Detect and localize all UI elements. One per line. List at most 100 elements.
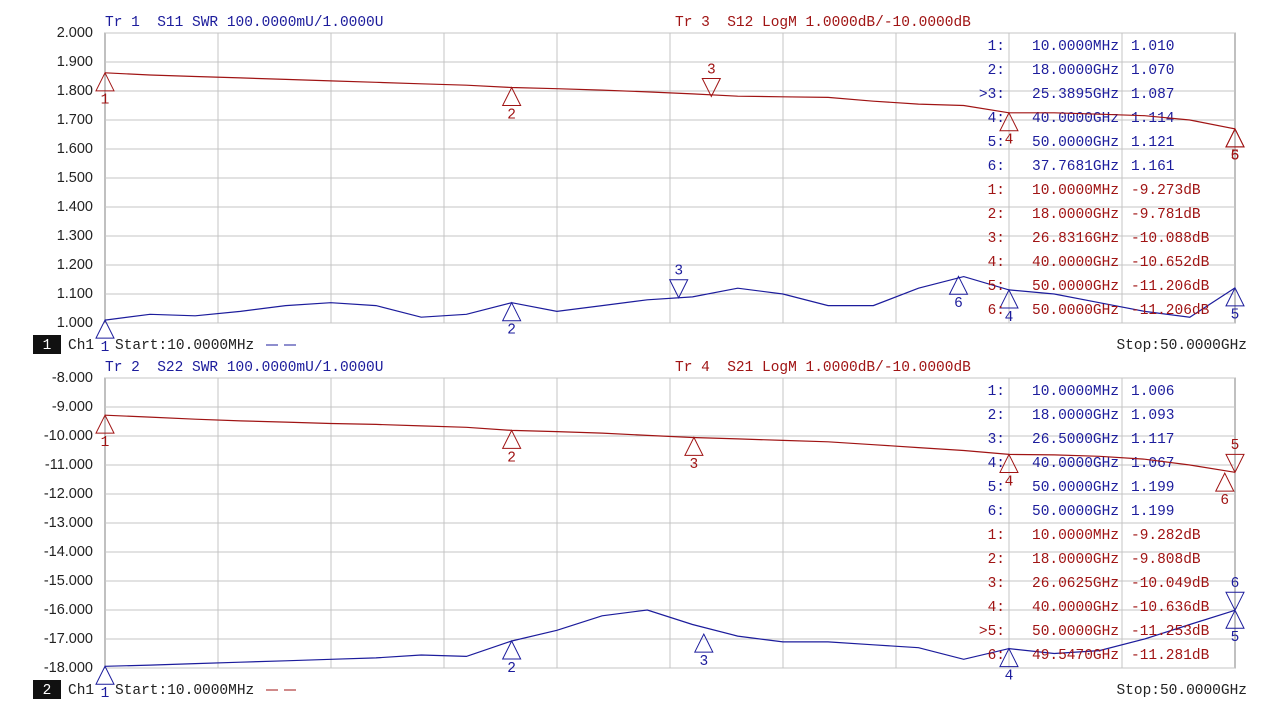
trace-header: Tr 1 S11 SWR 100.0000mU/1.0000U (105, 15, 383, 31)
marker-triangle (668, 279, 689, 299)
trace-header: Tr 2 S22 SWR 100.0000mU/1.0000U (105, 360, 383, 376)
y-tick-label: 1.500 (57, 170, 93, 186)
marker-id: 4 (1005, 310, 1014, 326)
marker-value: -10.088dB (1131, 231, 1210, 247)
marker-frequency: 26.0625GHz (1032, 576, 1119, 592)
marker-id: 6 (1231, 149, 1240, 165)
marker-value: -11.206dB (1131, 303, 1210, 319)
channel-box (33, 680, 61, 699)
marker-row-label: 6: (988, 648, 1005, 664)
channel-box (33, 335, 61, 354)
marker-frequency: 50.0000GHz (1032, 624, 1119, 640)
marker-value: 1.006 (1131, 384, 1175, 400)
marker-triangle (95, 318, 115, 339)
marker-id: 1 (101, 93, 110, 109)
trace-header: Tr 4 S21 LogM 1.0000dB/-10.0000dB (675, 360, 971, 376)
y-tick-label: 1.800 (57, 83, 93, 99)
marker-frequency: 10.0000MHz (1032, 384, 1119, 400)
marker-triangle (501, 301, 522, 322)
marker-value: 1.121 (1131, 135, 1175, 151)
marker-value: -10.636dB (1131, 600, 1210, 616)
marker-id: 3 (699, 654, 708, 670)
marker-row-label: 2: (988, 552, 1005, 568)
marker-triangle (1225, 127, 1245, 148)
marker-id: 1 (101, 435, 110, 451)
marker-row-label: 2: (988, 207, 1005, 223)
marker-id: 2 (507, 661, 516, 677)
marker-frequency: 50.0000GHz (1032, 480, 1119, 496)
marker-id: 5 (1231, 438, 1240, 454)
trace-header: Tr 3 S12 LogM 1.0000dB/-10.0000dB (675, 15, 971, 31)
marker-row-label: >5: (979, 624, 1005, 640)
marker-id: 1 (101, 340, 110, 356)
trace (104, 414, 1236, 473)
y-tick-label: -14.000 (44, 544, 93, 560)
marker-triangle (95, 665, 115, 685)
marker-frequency: 50.0000GHz (1032, 504, 1119, 520)
marker-row-label: 2: (988, 408, 1005, 424)
marker-row-label: 4: (988, 111, 1005, 127)
y-tick-label: -13.000 (44, 515, 93, 531)
marker-id: 2 (507, 323, 516, 339)
y-tick-label: -9.000 (52, 399, 93, 415)
marker-id: 6 (1220, 493, 1229, 509)
marker-value: 1.087 (1131, 87, 1175, 103)
marker-triangle (1214, 472, 1235, 492)
marker-frequency: 18.0000GHz (1032, 63, 1119, 79)
marker-id: 4 (1005, 668, 1014, 684)
marker-id: 3 (674, 264, 683, 280)
marker-triangle (1225, 286, 1245, 307)
marker-row-label: 1: (988, 39, 1005, 55)
marker-frequency: 37.7681GHz (1032, 159, 1119, 175)
marker-triangle (501, 86, 522, 107)
channel-number: 1 (43, 338, 52, 354)
marker-frequency: 40.0000GHz (1032, 255, 1119, 271)
marker-value: -11.206dB (1131, 279, 1210, 295)
marker-triangle (948, 275, 969, 295)
channel-label: Ch1 (68, 338, 94, 354)
marker-frequency: 50.0000GHz (1032, 303, 1119, 319)
marker-value: 1.010 (1131, 39, 1175, 55)
marker-value: 1.067 (1131, 456, 1175, 472)
marker-value: -11.281dB (1131, 648, 1210, 664)
marker-triangle (999, 647, 1019, 668)
marker-frequency: 40.0000GHz (1032, 600, 1119, 616)
marker-id: 3 (707, 62, 716, 78)
y-tick-label: -12.000 (44, 486, 93, 502)
marker-frequency: 50.0000GHz (1032, 279, 1119, 295)
y-tick-label: 1.100 (57, 286, 93, 302)
y-tick-label: -17.000 (44, 631, 93, 647)
marker-id: 5 (1231, 149, 1240, 165)
marker-row-label: 3: (988, 432, 1005, 448)
marker-id: 2 (507, 107, 516, 123)
marker-frequency: 50.0000GHz (1032, 135, 1119, 151)
marker-triangle (501, 639, 522, 660)
marker-triangle (1225, 453, 1245, 474)
marker-row-label: 6: (988, 504, 1005, 520)
start-frequency: Start:10.0000MHz (115, 338, 254, 354)
marker-triangle (501, 429, 522, 449)
marker-frequency: 18.0000GHz (1032, 408, 1119, 424)
marker-id: 1 (101, 686, 110, 702)
marker-frequency: 25.3895GHz (1032, 87, 1119, 103)
marker-value: -11.253dB (1131, 624, 1210, 640)
marker-value: 1.199 (1131, 480, 1175, 496)
marker-value: 1.093 (1131, 408, 1175, 424)
trace (104, 72, 1236, 130)
marker-id: 6 (1231, 576, 1240, 592)
marker-value: 1.117 (1131, 432, 1175, 448)
marker-frequency: 18.0000GHz (1032, 207, 1119, 223)
stop-frequency: Stop:50.0000GHz (1116, 683, 1247, 699)
channel-number: 2 (43, 683, 52, 699)
marker-triangle (95, 71, 115, 92)
marker-value: -10.049dB (1131, 576, 1210, 592)
marker-value: 1.161 (1131, 159, 1175, 175)
marker-value: -9.808dB (1131, 552, 1201, 568)
y-tick-label: -15.000 (44, 573, 93, 589)
marker-frequency: 10.0000MHz (1032, 528, 1119, 544)
marker-row-label: 5: (988, 279, 1005, 295)
marker-id: 4 (1005, 133, 1014, 149)
y-tick-label: -10.000 (44, 428, 93, 444)
marker-value: -9.781dB (1131, 207, 1201, 223)
